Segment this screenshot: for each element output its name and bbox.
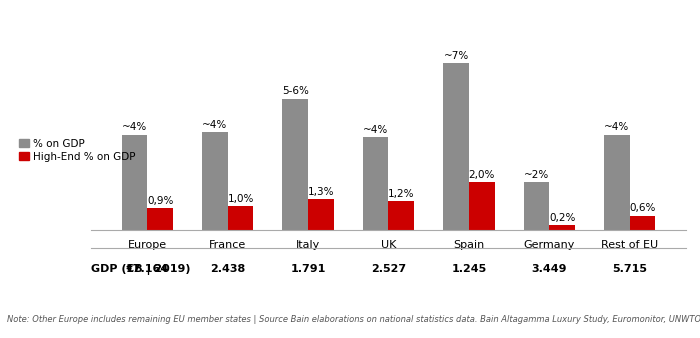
Text: 1.791: 1.791	[290, 264, 326, 274]
Bar	[550, 225, 575, 230]
Bar	[282, 99, 308, 230]
Bar	[524, 182, 550, 230]
Bar	[389, 201, 414, 230]
Text: ~7%: ~7%	[443, 51, 469, 61]
Text: 5.715: 5.715	[612, 264, 648, 274]
Text: Note: Other Europe includes remaining EU member states | Source Bain elaboration: Note: Other Europe includes remaining EU…	[7, 315, 700, 324]
Bar	[443, 63, 469, 230]
Legend: % on GDP, High-End % on GDP: % on GDP, High-End % on GDP	[19, 139, 136, 162]
Bar	[228, 206, 253, 230]
Text: ~4%: ~4%	[122, 122, 147, 132]
Text: ~4%: ~4%	[363, 125, 389, 135]
Text: 1,0%: 1,0%	[228, 194, 253, 203]
Text: 1,2%: 1,2%	[388, 189, 414, 199]
Bar	[469, 182, 495, 230]
Bar	[604, 135, 630, 230]
Text: 0,9%: 0,9%	[147, 196, 174, 206]
Bar	[147, 209, 173, 230]
Text: 0,2%: 0,2%	[549, 213, 575, 223]
Text: ~4%: ~4%	[202, 120, 228, 130]
Text: ~2%: ~2%	[524, 170, 549, 180]
Text: 0,6%: 0,6%	[629, 203, 656, 213]
Text: GDP (€B | 2019): GDP (€B | 2019)	[91, 264, 190, 275]
Text: 17.164: 17.164	[126, 264, 169, 274]
Bar	[122, 135, 147, 230]
Text: 2.438: 2.438	[210, 264, 245, 274]
Text: 1,3%: 1,3%	[308, 187, 334, 196]
Text: ~4%: ~4%	[604, 122, 629, 132]
Text: 1.245: 1.245	[452, 264, 486, 274]
Text: 5-6%: 5-6%	[282, 87, 309, 96]
Text: 3.449: 3.449	[531, 264, 567, 274]
Bar	[202, 132, 228, 230]
Text: 2,0%: 2,0%	[468, 170, 495, 180]
Bar	[630, 216, 655, 230]
Bar	[363, 137, 389, 230]
Text: 2.527: 2.527	[371, 264, 406, 274]
Bar	[308, 199, 334, 230]
